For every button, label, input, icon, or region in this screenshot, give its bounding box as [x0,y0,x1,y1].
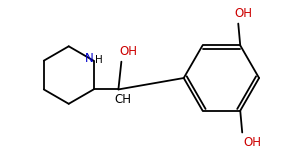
Text: H: H [95,55,102,65]
Text: OH: OH [234,7,252,20]
Text: CH: CH [115,93,132,106]
Text: OH: OH [119,45,137,58]
Text: OH: OH [243,136,261,149]
Text: N: N [85,52,94,65]
